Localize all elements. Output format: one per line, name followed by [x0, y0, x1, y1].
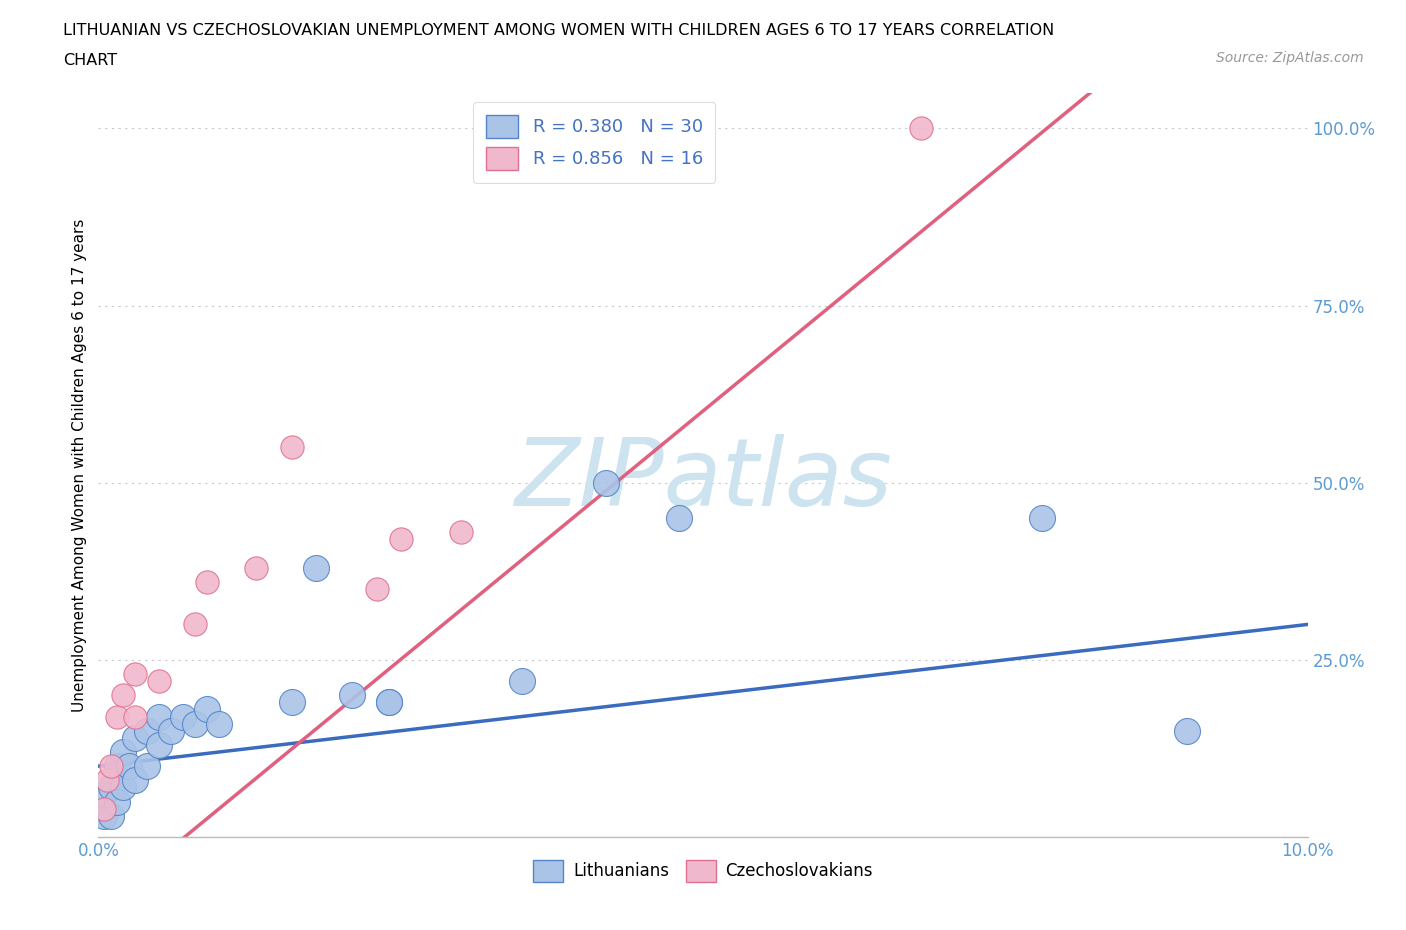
Point — [1031, 511, 1053, 525]
Point — [245, 560, 267, 575]
Point — [195, 575, 218, 590]
Point — [124, 709, 146, 724]
Legend: Lithuanians, Czechoslovakians: Lithuanians, Czechoslovakians — [526, 854, 880, 888]
Point — [389, 532, 412, 547]
Point — [668, 511, 690, 525]
Point — [148, 737, 170, 752]
Point — [124, 773, 146, 788]
Point — [111, 745, 134, 760]
Text: CHART: CHART — [63, 53, 117, 68]
Point — [135, 724, 157, 738]
Point — [105, 794, 128, 809]
Point — [172, 709, 194, 724]
Point — [118, 759, 141, 774]
Point — [100, 780, 122, 795]
Point — [281, 440, 304, 455]
Point — [93, 808, 115, 823]
Point — [105, 709, 128, 724]
Point — [595, 475, 617, 490]
Point — [148, 709, 170, 724]
Point — [366, 581, 388, 596]
Point — [93, 802, 115, 817]
Point — [124, 730, 146, 745]
Point — [148, 673, 170, 688]
Text: Source: ZipAtlas.com: Source: ZipAtlas.com — [1216, 51, 1364, 65]
Point — [160, 724, 183, 738]
Point — [100, 808, 122, 823]
Point — [100, 759, 122, 774]
Point — [305, 560, 328, 575]
Point — [124, 667, 146, 682]
Point — [910, 121, 932, 136]
Point — [450, 525, 472, 539]
Point — [510, 673, 533, 688]
Y-axis label: Unemployment Among Women with Children Ages 6 to 17 years: Unemployment Among Women with Children A… — [72, 219, 87, 711]
Point — [377, 695, 399, 710]
Text: LITHUANIAN VS CZECHOSLOVAKIAN UNEMPLOYMENT AMONG WOMEN WITH CHILDREN AGES 6 TO 1: LITHUANIAN VS CZECHOSLOVAKIAN UNEMPLOYME… — [63, 23, 1054, 38]
Point — [342, 688, 364, 703]
Point — [195, 702, 218, 717]
Text: ZIPatlas: ZIPatlas — [515, 434, 891, 525]
Point — [135, 759, 157, 774]
Point — [111, 780, 134, 795]
Point — [111, 688, 134, 703]
Point — [184, 617, 207, 631]
Point — [377, 695, 399, 710]
Point — [184, 716, 207, 731]
Point — [1175, 724, 1198, 738]
Point — [96, 773, 118, 788]
Point — [105, 759, 128, 774]
Point — [281, 695, 304, 710]
Point — [93, 787, 115, 802]
Point — [208, 716, 231, 731]
